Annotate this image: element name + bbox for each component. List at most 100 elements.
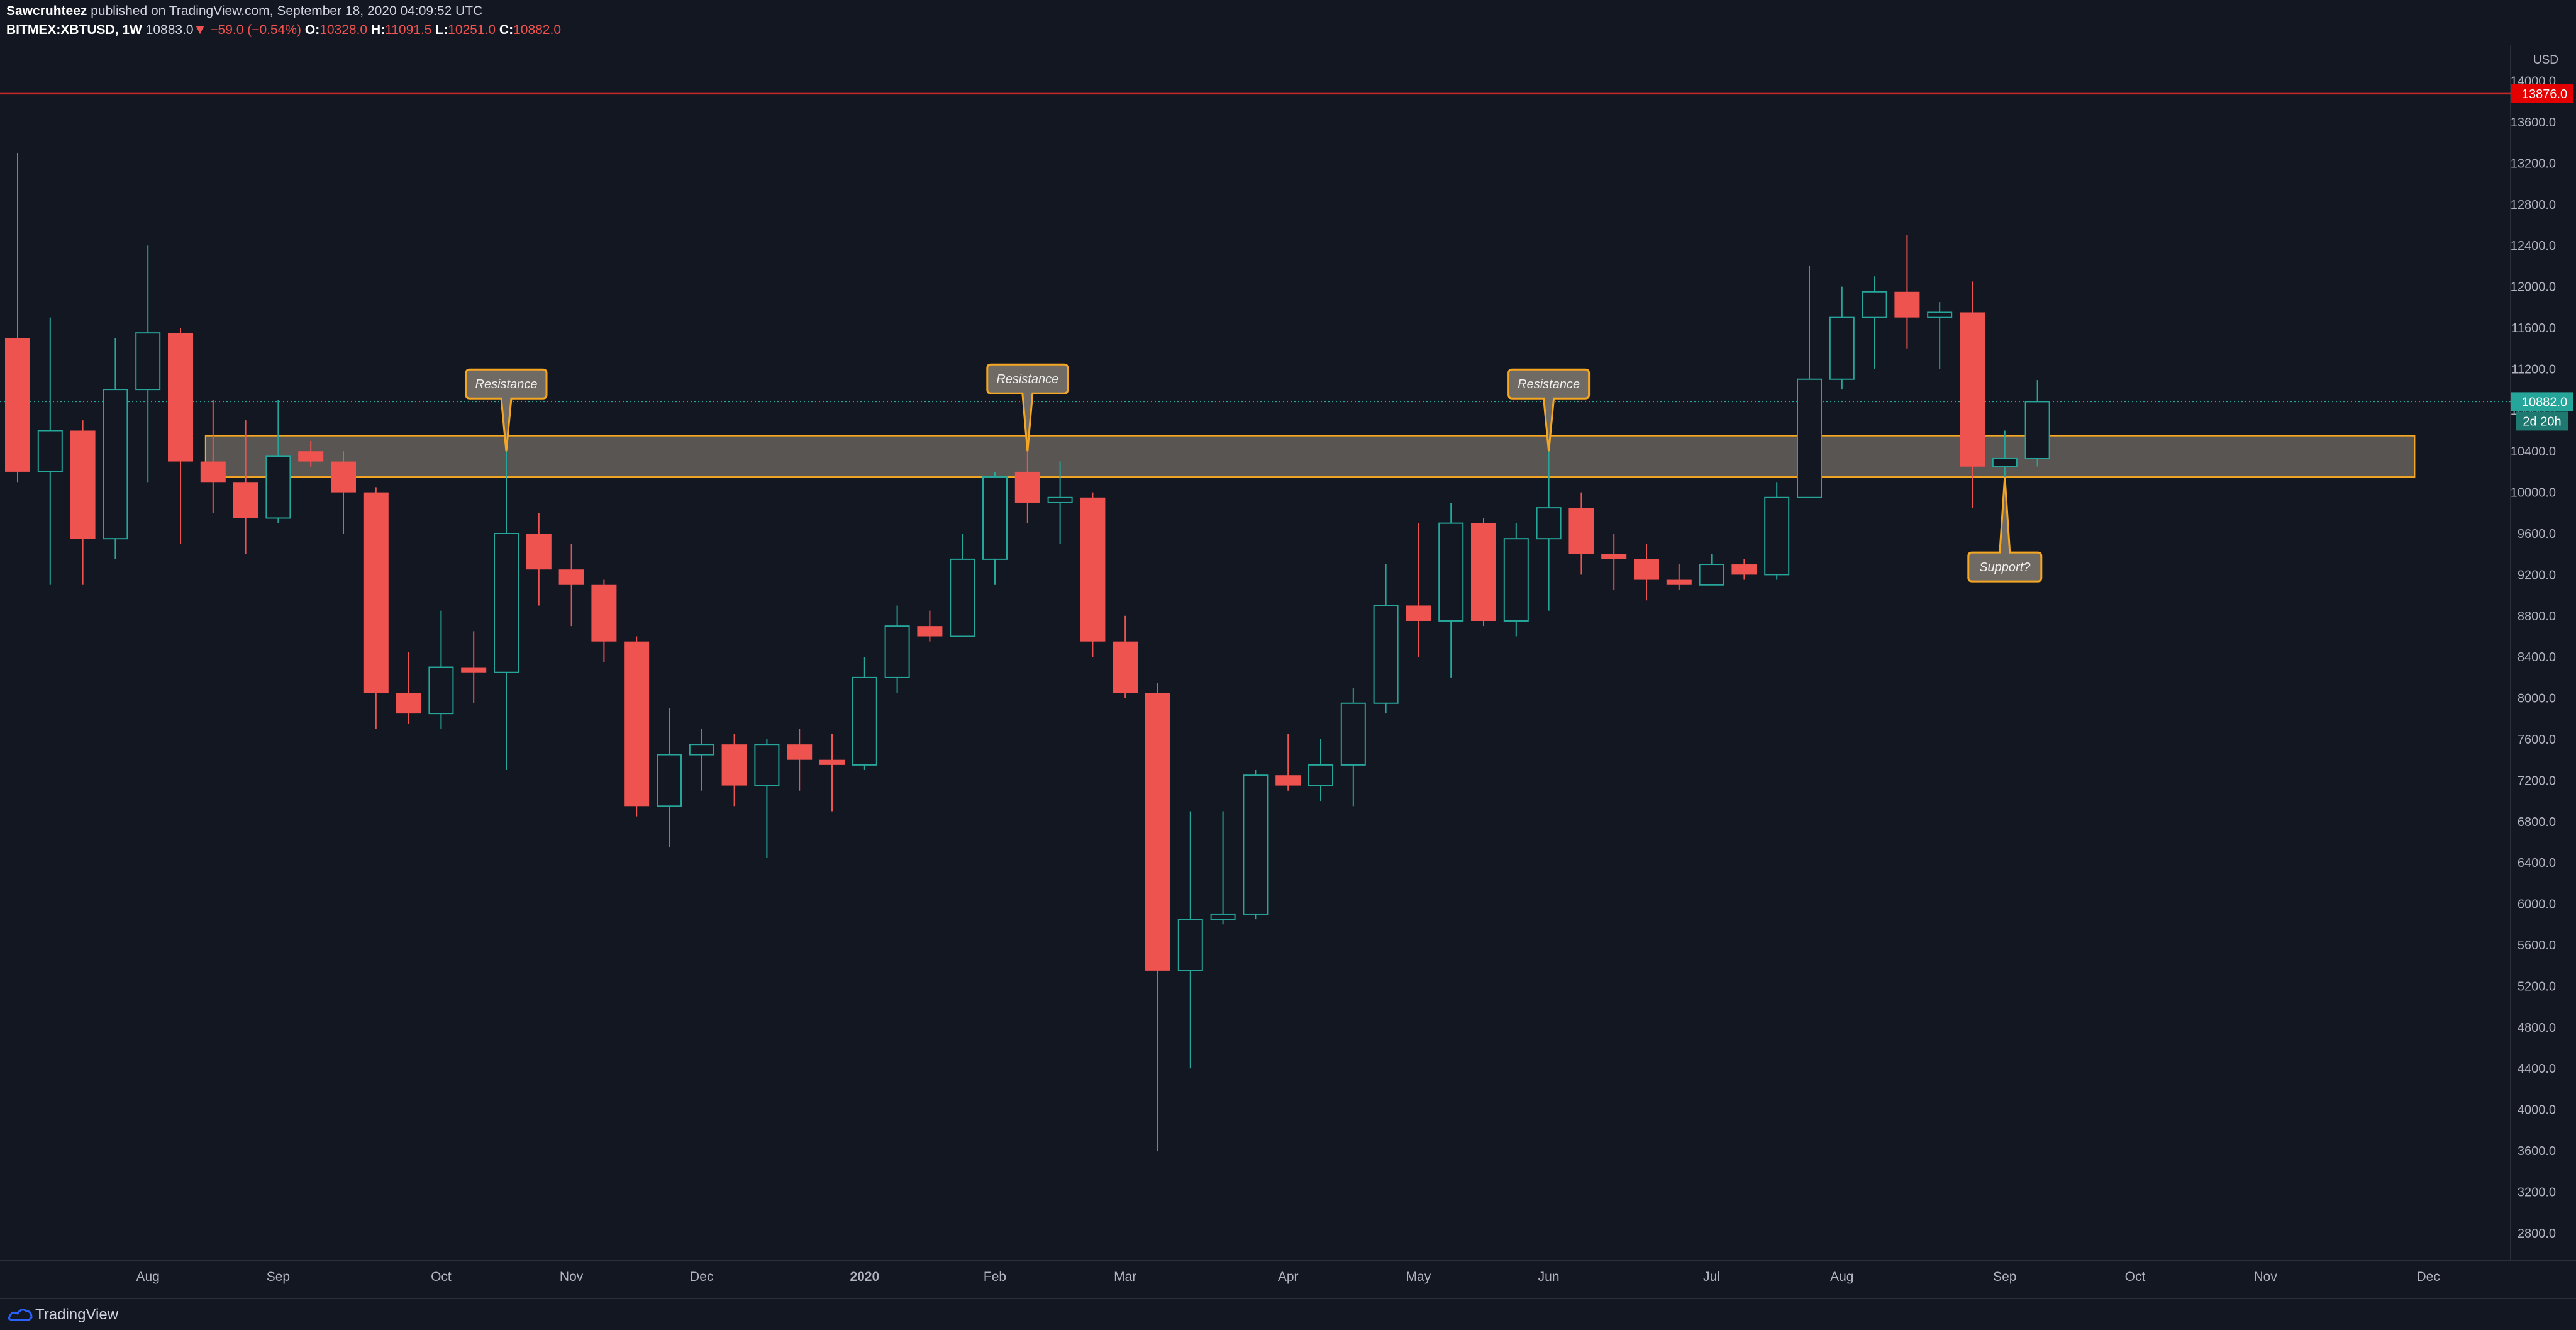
x-tick-label: Oct [2125, 1270, 2146, 1284]
price-chart[interactable]: USD 2800.0 3200.0 3600.0 4000.0 4400.0 4800.0 5… [0, 0, 2576, 1298]
candle-body [1503, 538, 1529, 622]
candle-body [819, 759, 845, 765]
candle [1797, 265, 1822, 498]
candle-body [135, 332, 161, 391]
low-value: 10251.0 [448, 23, 496, 37]
hline-price-label: 13876.0 [2522, 87, 2567, 101]
candle [1471, 518, 1496, 627]
x-tick-label: Nov [2254, 1270, 2278, 1284]
candle-body [1666, 579, 1692, 585]
y-tick-label: 5600.0 [2518, 939, 2556, 953]
publish-info: Sawcruhteez published on TradingView.com… [6, 4, 482, 19]
candle-body [1960, 312, 1985, 467]
candle [1927, 302, 1953, 369]
candle [494, 451, 519, 771]
y-tick-label: 12400.0 [2511, 239, 2556, 253]
candle-body [1210, 913, 1236, 920]
candle [135, 245, 161, 483]
candle-body [1894, 291, 1920, 318]
tradingview-logo-icon[interactable] [8, 1306, 33, 1322]
callout-text: Resistance [475, 377, 538, 391]
candle [2024, 380, 2050, 467]
candle [591, 579, 617, 662]
candle [721, 734, 747, 807]
symbol-label[interactable]: BITMEX:XBTUSD, 1W [6, 23, 142, 37]
candle-body [1080, 497, 1106, 642]
candle [1047, 461, 1073, 544]
candle [1601, 534, 1627, 590]
candle [1568, 492, 1594, 575]
candle-body [1699, 564, 1724, 586]
candle-body [1177, 919, 1203, 971]
change-down-icon: ▼ [193, 23, 207, 37]
callout: Resistance [986, 363, 1069, 452]
callout-text: Resistance [1518, 377, 1580, 391]
candle-body [884, 625, 910, 678]
x-tick-label: Dec [690, 1270, 713, 1284]
candle-body [1275, 775, 1301, 786]
candle [819, 734, 845, 812]
candle-body [721, 744, 747, 786]
published-text: published on TradingView.com, September … [91, 4, 483, 18]
candle-body [787, 744, 813, 760]
candle [461, 631, 487, 703]
candle [624, 636, 650, 817]
candle-body [591, 584, 617, 642]
y-tick-label: 6400.0 [2518, 856, 2556, 870]
candle [331, 451, 356, 534]
candle [1275, 734, 1301, 791]
candle [70, 420, 96, 585]
candle [1340, 688, 1366, 807]
candle-body [1731, 564, 1757, 575]
x-tick-label: Mar [1114, 1270, 1136, 1284]
x-tick-label: Jun [1538, 1270, 1560, 1284]
candle [1731, 559, 1757, 580]
candle [233, 420, 258, 554]
y-tick-label: 13600.0 [2511, 116, 2556, 130]
y-tick-label: 10400.0 [2511, 445, 2556, 459]
candle-body [5, 338, 30, 472]
callout-shape [465, 368, 548, 452]
y-tick-label: 8400.0 [2518, 651, 2556, 664]
candle [1992, 430, 2018, 483]
y-tick-label: 7600.0 [2518, 733, 2556, 747]
candle-body [526, 534, 552, 570]
candle-body [1406, 605, 1431, 621]
y-tick-label: 5200.0 [2518, 980, 2556, 993]
candle [754, 739, 780, 858]
candle-body [233, 482, 258, 518]
callout: Resistance [465, 368, 548, 452]
hline-price-tag [2511, 84, 2573, 103]
y-tick-label: 4800.0 [2518, 1021, 2556, 1035]
x-tick-label: Nov [560, 1270, 584, 1284]
candle-body [982, 476, 1008, 560]
candle-body [754, 744, 780, 786]
candle-body [298, 451, 324, 462]
candle [1177, 811, 1203, 1069]
candle [1960, 281, 1985, 508]
candle-body [1047, 496, 1073, 503]
candle [1406, 523, 1431, 657]
tradingview-brand[interactable]: TradingView [35, 1306, 119, 1323]
candle [558, 544, 584, 627]
callout-shape [1507, 368, 1591, 452]
candle [1862, 276, 1887, 369]
candle [950, 534, 975, 637]
y-tick-label: 6000.0 [2518, 898, 2556, 912]
callout: Support? [1967, 476, 2043, 583]
candle-body [396, 693, 421, 714]
candle-body [852, 676, 877, 766]
candle-body [950, 558, 975, 637]
candle [298, 440, 324, 467]
y-tick-label: 8800.0 [2518, 610, 2556, 623]
high-value: 11091.5 [385, 23, 432, 37]
y-tick-label: 12000.0 [2511, 281, 2556, 294]
candle-body [689, 744, 714, 756]
footer-bar: TradingView [0, 1298, 2576, 1330]
candle [982, 471, 1008, 585]
callout-shape [986, 363, 1069, 452]
y-tick-label: 11600.0 [2511, 321, 2556, 335]
x-tick-label: Feb [984, 1270, 1006, 1284]
author-name[interactable]: Sawcruhteez [6, 4, 87, 18]
candle [1210, 811, 1236, 925]
